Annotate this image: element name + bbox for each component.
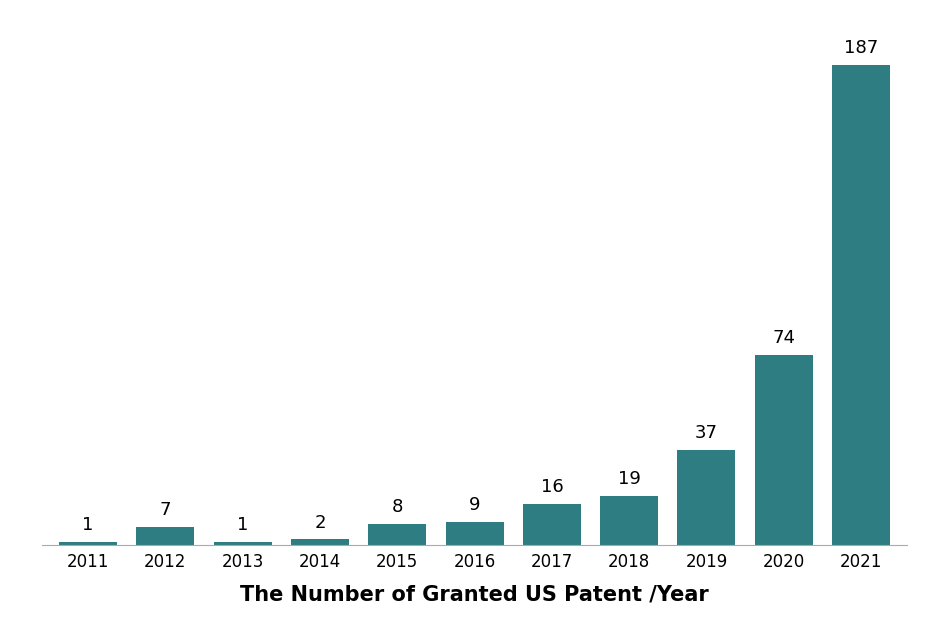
Bar (214, 542, 271, 545)
Bar (678, 449, 735, 545)
X-axis label: The Number of Granted US Patent /Year: The Number of Granted US Patent /Year (240, 585, 709, 605)
Bar (136, 526, 194, 545)
Text: 8: 8 (392, 498, 403, 516)
Text: 9: 9 (469, 496, 481, 514)
Bar (445, 521, 504, 545)
Bar (832, 65, 890, 545)
Text: 2: 2 (314, 514, 326, 532)
Text: 74: 74 (772, 329, 795, 347)
Bar (59, 542, 117, 545)
Text: 187: 187 (844, 39, 878, 57)
Text: 16: 16 (541, 478, 563, 496)
Bar (523, 503, 581, 545)
Text: 1: 1 (237, 516, 248, 535)
Text: 7: 7 (159, 501, 171, 519)
Bar (291, 540, 349, 545)
Bar (600, 496, 658, 545)
Text: 19: 19 (618, 470, 641, 488)
Text: 1: 1 (82, 516, 94, 535)
Text: 37: 37 (695, 424, 718, 442)
Bar (755, 355, 813, 545)
Bar (369, 524, 426, 545)
